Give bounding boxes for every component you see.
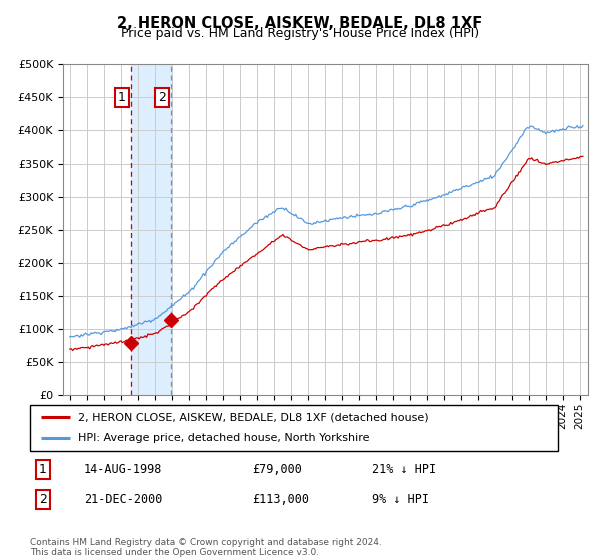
- Text: 9% ↓ HPI: 9% ↓ HPI: [372, 493, 429, 506]
- Bar: [131, 64, 171, 395]
- Text: Contains HM Land Registry data © Crown copyright and database right 2024.
This d: Contains HM Land Registry data © Crown c…: [30, 538, 382, 557]
- Text: 1: 1: [118, 91, 126, 104]
- Text: Price paid vs. HM Land Registry's House Price Index (HPI): Price paid vs. HM Land Registry's House …: [121, 27, 479, 40]
- Text: 14-AUG-1998: 14-AUG-1998: [84, 463, 163, 476]
- Text: 21-DEC-2000: 21-DEC-2000: [84, 493, 163, 506]
- Text: 2: 2: [39, 493, 47, 506]
- FancyBboxPatch shape: [30, 405, 558, 451]
- Text: 21% ↓ HPI: 21% ↓ HPI: [372, 463, 436, 476]
- Text: £113,000: £113,000: [252, 493, 309, 506]
- Text: £79,000: £79,000: [252, 463, 302, 476]
- Text: HPI: Average price, detached house, North Yorkshire: HPI: Average price, detached house, Nort…: [77, 433, 369, 444]
- Text: 2: 2: [158, 91, 166, 104]
- Text: 2, HERON CLOSE, AISKEW, BEDALE, DL8 1XF (detached house): 2, HERON CLOSE, AISKEW, BEDALE, DL8 1XF …: [77, 412, 428, 422]
- Text: 1: 1: [39, 463, 47, 476]
- Text: 2, HERON CLOSE, AISKEW, BEDALE, DL8 1XF: 2, HERON CLOSE, AISKEW, BEDALE, DL8 1XF: [118, 16, 482, 31]
